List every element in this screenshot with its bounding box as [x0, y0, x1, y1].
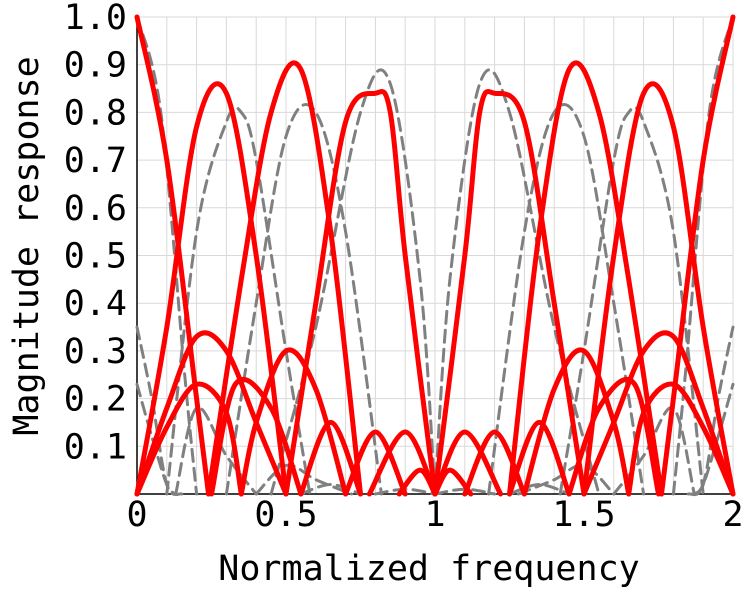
- dashed-series-35: [254, 463, 354, 496]
- solid-series-group: [134, 14, 736, 497]
- dashed-series-29: [487, 103, 646, 496]
- solid-series-8: [134, 330, 289, 497]
- solid-series-0: [134, 14, 211, 497]
- solid-series-22: [581, 330, 736, 497]
- solid-series-9: [134, 381, 244, 497]
- y-tick-label: 0.5: [64, 237, 127, 277]
- solid-series-11: [209, 376, 304, 497]
- y-tick-label: 0.7: [64, 141, 127, 181]
- dashed-series-36: [299, 483, 362, 496]
- dashed-series-33: [135, 382, 178, 496]
- solid-series-5: [507, 60, 664, 497]
- solid-series-17: [432, 429, 504, 497]
- x-tick-labels: 0 0.5 1 1.5 2: [126, 495, 743, 535]
- solid-series-21: [566, 376, 661, 497]
- x-axis-label: Normalized frequency: [218, 549, 639, 589]
- solid-series-15: [396, 467, 438, 497]
- solid-series-7: [659, 14, 736, 497]
- dashed-series-26: [224, 103, 383, 496]
- x-tick-label: 2: [722, 495, 743, 535]
- solid-series-4: [432, 89, 587, 497]
- y-axis-label: Magnitude response: [7, 56, 47, 435]
- dashed-series-43: [692, 382, 735, 496]
- x-tick-label: 0: [126, 495, 147, 535]
- y-tick-label: 0.4: [64, 284, 127, 324]
- y-tick-label: 0.9: [64, 46, 127, 86]
- x-tick-label: 1.5: [552, 495, 615, 535]
- solid-series-19: [507, 419, 572, 497]
- dashed-series-40: [516, 463, 616, 496]
- solid-series-20: [521, 347, 632, 497]
- y-tick-label: 0.1: [64, 427, 127, 467]
- y-tick-label: 0.2: [64, 380, 127, 420]
- x-tick-label: 1: [424, 495, 445, 535]
- solid-series-6: [581, 81, 736, 497]
- y-tick-label: 0.6: [64, 189, 127, 229]
- y-tick-label: 0.3: [64, 332, 127, 372]
- solid-series-23: [626, 381, 736, 497]
- solid-series-2: [206, 60, 363, 497]
- solid-series-10: [238, 347, 349, 497]
- solid-series-13: [343, 429, 408, 497]
- y-tick-label: 1.0: [64, 0, 127, 38]
- solid-series-1: [134, 81, 289, 497]
- y-tick-labels: 0.1 0.2 0.3 0.4 0.5 0.6 0.7 0.8 0.9 1.0: [64, 0, 127, 467]
- solid-series-3: [283, 89, 438, 497]
- y-tick-label: 0.8: [64, 93, 127, 133]
- x-tick-label: 0.5: [254, 495, 317, 535]
- dashed-series-24: [135, 15, 199, 496]
